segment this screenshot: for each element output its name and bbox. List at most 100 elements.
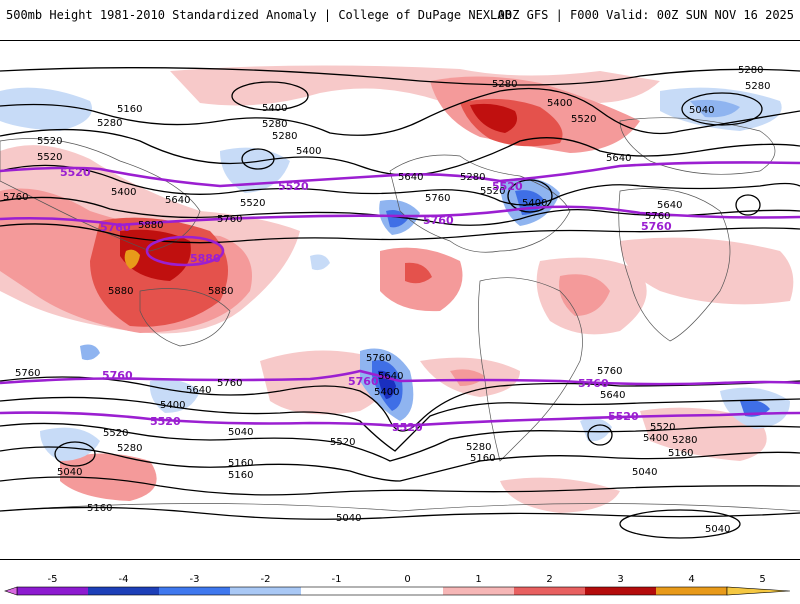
contour-label: 5040	[689, 105, 714, 116]
colorbar-left-arrow	[4, 586, 18, 596]
colorbar-tick-label: 5	[759, 574, 765, 585]
colorbar-swatch	[301, 587, 372, 595]
contour-label: 5280	[672, 435, 697, 446]
height-contour-closed	[231, 81, 309, 111]
colorbar-tick-label: -5	[48, 574, 58, 585]
anomaly-region	[386, 210, 408, 228]
colorbar-swatch	[17, 587, 88, 595]
colorbar: -5 -4 -3 -2 -1 0 1 2 3 4 5	[0, 570, 800, 600]
run-info: 00Z GFS | F000 Valid: 00Z SUN NOV 16 202…	[497, 8, 794, 22]
colorbar-swatch	[88, 587, 159, 595]
header: 500mb Height 1981-2010 Standardized Anom…	[0, 0, 800, 30]
highlight-label: 5760	[102, 369, 133, 382]
contour-label: 5520	[103, 428, 128, 439]
contour-label: 5160	[87, 503, 112, 514]
colorbar-tick-label: 4	[688, 574, 694, 585]
contour-label: 5640	[165, 195, 190, 206]
contour-label: 5160	[117, 104, 142, 115]
contour-label: 5040	[57, 467, 82, 478]
contour-label: 5280	[262, 119, 287, 130]
africa-outline	[618, 188, 731, 342]
colorbar-tick-label: 0	[404, 574, 410, 585]
colorbar-swatch	[372, 587, 443, 595]
contour-label: 5280	[492, 79, 517, 90]
contour-label: 5760	[597, 366, 622, 377]
contour-label: 5160	[228, 470, 253, 481]
colorbar-tick-label: 1	[475, 574, 481, 585]
height-contour-closed	[681, 92, 763, 126]
contour-5520-north	[0, 161, 800, 188]
contour-label: 5760	[3, 192, 28, 203]
colorbar-swatch	[656, 587, 727, 595]
contour-label: 5760	[645, 211, 670, 222]
highlight-label: 5760	[641, 220, 672, 233]
colorbar-swatches	[17, 587, 727, 595]
highlight-label: 5520	[492, 180, 523, 193]
height-contour	[0, 128, 800, 176]
contour-label: 5760	[366, 353, 391, 364]
height-contour	[0, 476, 800, 496]
height-contour	[0, 87, 800, 136]
contour-label: 5520	[650, 422, 675, 433]
contour-label: 5160	[470, 453, 495, 464]
contour-label: 5520	[37, 152, 62, 163]
contour-label: 5880	[138, 220, 163, 231]
contour-label: 5040	[632, 467, 657, 478]
contour-label: 5280	[272, 131, 297, 142]
contour-5880	[145, 235, 225, 267]
highlight-label: 5520	[278, 180, 309, 193]
contour-label: 5400	[262, 103, 287, 114]
height-contour-closed	[735, 194, 761, 216]
highlight-label: 5760	[100, 221, 131, 234]
contour-label: 5760	[217, 214, 242, 225]
contour-label: 5280	[460, 172, 485, 183]
anomaly-region	[80, 344, 100, 361]
contour-label-layer: 5160 5280 5520 5400 5280 5280 5400 5520 …	[3, 65, 770, 535]
contour-label: 5520	[37, 136, 62, 147]
highlight-label: 5760	[348, 375, 379, 388]
anomaly-region	[640, 407, 767, 461]
colorbar-swatch	[585, 587, 656, 595]
contour-5760-north	[0, 205, 800, 227]
contour-label: 5400	[374, 387, 399, 398]
asia-outline	[0, 138, 201, 252]
contour-label: 5040	[228, 427, 253, 438]
anomaly-region	[690, 99, 740, 118]
contour-label: 5640	[657, 200, 682, 211]
contour-label: 5640	[186, 385, 211, 396]
height-contour-closed	[241, 148, 275, 170]
contour-label: 5040	[705, 524, 730, 535]
colorbar-swatch	[443, 587, 514, 595]
contour-label: 5400	[547, 98, 572, 109]
contour-label: 5880	[108, 286, 133, 297]
highlight-label-layer: 5520 5520 5520 5760 5880 5760 5760 5760 …	[60, 166, 672, 434]
highlight-label: 5760	[578, 377, 609, 390]
height-contour-closed	[507, 179, 553, 213]
contour-label: 5760	[217, 378, 242, 389]
contour-label: 5040	[336, 513, 361, 524]
colorbar-svg: -5 -4 -3 -2 -1 0 1 2 3 4 5	[4, 574, 791, 596]
colorbar-tick-label: -1	[332, 574, 342, 585]
height-contours	[0, 67, 800, 539]
contour-label: 5160	[668, 448, 693, 459]
europe-outline	[619, 117, 776, 175]
colorbar-tick-label: -4	[119, 574, 129, 585]
contour-label: 5520	[480, 186, 505, 197]
anomaly-region	[405, 262, 432, 284]
height-contour	[0, 223, 800, 244]
map-title: 500mb Height 1981-2010 Standardized Anom…	[6, 8, 512, 22]
contour-label: 5280	[97, 118, 122, 129]
height-contour-closed	[54, 441, 96, 467]
colorbar-tick-label: -3	[190, 574, 200, 585]
contour-label: 5760	[425, 193, 450, 204]
contour-label: 5640	[398, 172, 423, 183]
anomaly-region	[124, 249, 140, 269]
height-contour	[0, 396, 800, 452]
height-contour	[0, 422, 800, 462]
contour-5520-south	[0, 411, 800, 428]
contour-label: 5520	[330, 437, 355, 448]
contour-label: 5280	[745, 81, 770, 92]
contour-label: 5400	[643, 433, 668, 444]
highlight-label: 5520	[392, 421, 423, 434]
height-contour	[0, 164, 800, 206]
